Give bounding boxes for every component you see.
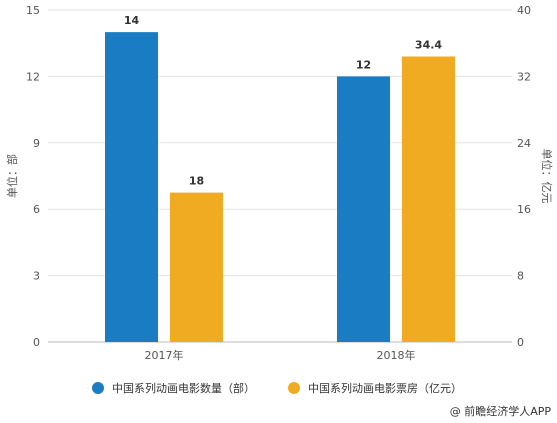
right-axis-ticks: 0 8 16 24 32 40 (517, 4, 531, 349)
data-label: 12 (356, 58, 371, 71)
left-axis-ticks: 0 3 6 9 12 15 (26, 4, 40, 349)
left-tick-label: 9 (33, 137, 40, 150)
left-tick-label: 15 (26, 4, 40, 17)
data-label: 34.4 (415, 38, 442, 51)
left-tick-label: 0 (33, 336, 40, 349)
left-tick-label: 3 (33, 270, 40, 283)
source-credit: @ 前瞻经济学人APP (449, 405, 551, 418)
left-axis-label: 单位：部 (5, 154, 19, 198)
right-tick-label: 32 (517, 70, 531, 83)
bar-count (105, 32, 158, 343)
x-tick-label: 2018年 (377, 348, 416, 362)
x-tick-label: 2017年 (145, 348, 184, 362)
right-tick-label: 16 (517, 203, 531, 216)
legend-dot-boxoffice (288, 382, 300, 394)
legend-label-boxoffice: 中国系列动画电影票房（亿元） (308, 382, 462, 395)
data-label: 18 (189, 175, 204, 188)
legend: 中国系列动画电影数量（部） 中国系列动画电影票房（亿元） (0, 380, 557, 400)
left-tick-label: 12 (26, 70, 40, 83)
bar-boxoffice (402, 56, 455, 342)
bar-boxoffice (170, 192, 223, 342)
bar-labels: 14 18 12 34.4 (124, 14, 443, 187)
legend-dot-count (92, 382, 104, 394)
data-label: 14 (124, 14, 140, 27)
x-axis-ticks: 2017年 2018年 (145, 348, 416, 362)
right-tick-label: 8 (517, 270, 524, 283)
right-tick-label: 40 (517, 4, 531, 17)
chart: 0 3 6 9 12 15 0 8 16 24 32 40 14 18 12 34.4 2017年 2018… (5, 4, 554, 362)
bar-count (337, 76, 390, 343)
right-tick-label: 24 (517, 137, 531, 150)
legend-label-count: 中国系列动画电影数量（部） (112, 382, 255, 395)
legend-item-boxoffice: 中国系列动画电影票房（亿元） (288, 380, 462, 396)
left-tick-label: 6 (33, 203, 40, 216)
right-tick-label: 0 (517, 336, 524, 349)
legend-item-count: 中国系列动画电影数量（部） (92, 380, 255, 396)
right-axis-label: 单位：亿元 (540, 149, 554, 204)
bars (105, 32, 455, 343)
